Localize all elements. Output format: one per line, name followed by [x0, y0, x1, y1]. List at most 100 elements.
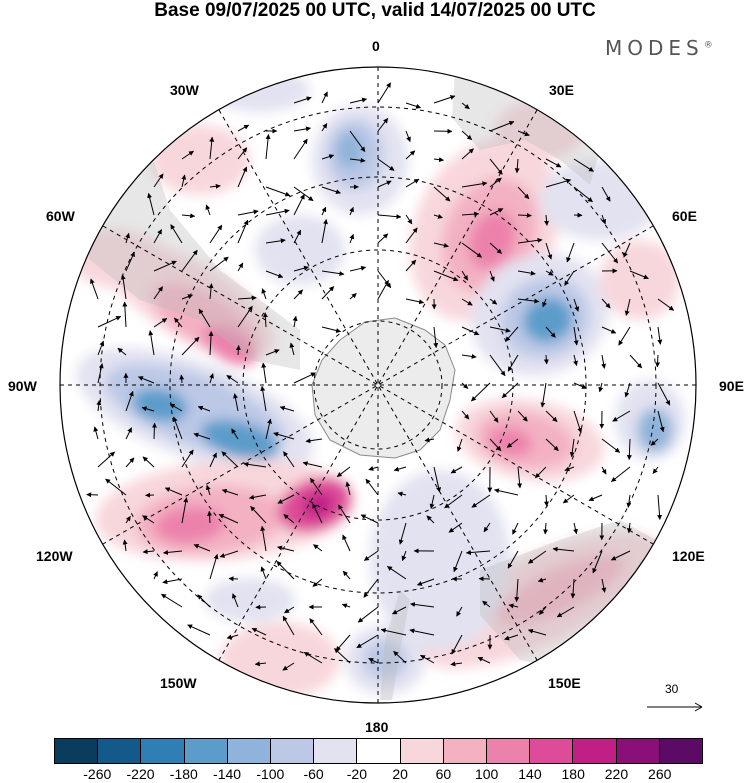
wind-vector-arrow: [181, 294, 193, 300]
wind-vector-arrow: [313, 544, 323, 552]
wind-vector-arrow: [181, 174, 187, 188]
wind-vector-arrow: [174, 317, 183, 328]
wind-vector-arrow: [626, 494, 632, 508]
wind-vector-arrow: [97, 340, 105, 356]
wind-vector-arrow: [289, 342, 295, 356]
wind-vector-arrow: [601, 242, 619, 264]
wind-vector-arrow: [142, 515, 155, 524]
wind-vector-arrow: [181, 336, 200, 356]
anomaly-contour: [600, 240, 680, 320]
wind-vector-arrow: [363, 550, 379, 561]
wind-vector-arrow: [237, 262, 244, 272]
colorbar-tick-label: -20: [346, 766, 367, 782]
wind-vector-arrow: [489, 270, 495, 282]
wind-vector-arrow: [429, 494, 435, 509]
wind-vector-arrow: [293, 372, 316, 384]
wind-vector-arrow: [232, 593, 239, 608]
wind-vector-arrow: [601, 326, 617, 334]
wind-vector-arrow: [573, 382, 587, 389]
wind-vector-arrow: [456, 438, 463, 452]
wind-vector-arrow: [544, 214, 550, 226]
wind-vector-arrow: [453, 550, 463, 573]
wind-vector-arrow: [368, 466, 379, 471]
wind-vector-arrow: [380, 628, 407, 636]
wind-vector-arrow: [461, 382, 469, 389]
wind-vector-arrow: [545, 270, 554, 276]
wind-vector-arrow: [545, 326, 556, 338]
wind-vector-arrow: [125, 251, 135, 272]
wind-vector-arrow: [405, 259, 417, 272]
wind-vector-arrow: [573, 186, 593, 203]
wind-vector-arrow: [283, 451, 295, 468]
colorbar-segment: [443, 739, 488, 763]
wind-vector-arrow: [163, 549, 183, 555]
wind-vector-arrow: [489, 354, 506, 377]
colorbar-segment: [141, 739, 185, 763]
wind-vector-arrow: [153, 286, 164, 300]
anomaly-contour: [201, 419, 279, 461]
wind-vector-arrow: [321, 123, 328, 132]
wind-vector-arrow: [562, 494, 575, 504]
wind-vector-arrow: [153, 571, 158, 580]
wind-vector-arrow: [573, 522, 578, 535]
colorbar-segment: [357, 739, 401, 763]
wind-vector-arrow: [433, 270, 459, 282]
wind-vector-arrow: [401, 550, 407, 562]
reference-arrow-icon: [647, 702, 703, 712]
wind-vector-arrow: [172, 416, 183, 440]
wind-vector-arrow: [125, 427, 133, 440]
wind-vector-arrow: [489, 158, 503, 175]
wind-vector-arrow: [221, 488, 239, 496]
wind-vector-arrow: [405, 150, 416, 160]
wind-vector-arrow: [221, 451, 239, 468]
anomaly-contour: [132, 388, 188, 422]
wind-vector-arrow: [556, 606, 575, 618]
wind-vector-arrow: [377, 158, 395, 171]
wind-vector-arrow: [349, 233, 355, 244]
wind-vector-arrow: [360, 514, 379, 524]
page-title: Base 09/07/2025 00 UTC, valid 14/07/2025…: [154, 0, 596, 21]
wind-vector-arrow: [456, 606, 463, 617]
wind-vector-arrow: [573, 410, 583, 434]
wind-vector-arrow: [349, 265, 367, 272]
anomaly-contour: [220, 622, 340, 698]
wind-vector-arrow: [321, 206, 327, 216]
new-zealand-land: [380, 590, 410, 700]
wind-vector-arrow: [181, 497, 189, 524]
wind-vector-arrow: [125, 515, 131, 524]
wind-vector-arrow: [282, 662, 295, 671]
label-lon-0: 0: [372, 38, 380, 54]
wind-vector-arrow: [293, 126, 311, 132]
wind-vector-arrow: [629, 270, 649, 280]
brand-text: MODES: [605, 36, 704, 60]
wind-vector-arrow: [601, 438, 621, 453]
wind-vector-arrow: [517, 237, 543, 244]
label-lon-120w: 120W: [36, 548, 73, 564]
label-lon-120e: 120E: [672, 548, 705, 564]
wind-vector-arrow: [164, 487, 183, 496]
wind-vector-arrow: [566, 242, 575, 263]
wind-vector-arrow: [250, 506, 267, 524]
wind-vector-arrow: [618, 326, 631, 346]
wind-vector-arrow: [265, 186, 291, 197]
latitude-circle: [169, 176, 587, 594]
wind-vector-arrow: [461, 410, 470, 420]
wind-vector-arrow: [209, 373, 214, 384]
wind-vector-arrow: [601, 354, 607, 369]
wind-vector-arrow: [207, 510, 213, 524]
anomaly-contour: [202, 324, 258, 366]
wind-vector-arrow: [540, 382, 547, 408]
wind-vector-arrow: [545, 410, 558, 423]
wind-vector-arrow: [231, 428, 239, 440]
label-lon-180: 180: [365, 719, 389, 735]
wind-vector-arrow: [218, 514, 239, 524]
wind-vector-arrow: [125, 390, 134, 412]
wind-vector-arrow: [363, 578, 379, 598]
wind-vector-arrow: [181, 249, 198, 272]
wind-vector-arrow: [377, 279, 389, 300]
wind-vector-arrow: [564, 270, 575, 286]
wind-vector-arrow: [141, 406, 155, 412]
wind-vector-arrow: [209, 452, 217, 468]
wind-vector-arrow: [293, 138, 308, 160]
wind-vector-arrow: [377, 233, 389, 244]
